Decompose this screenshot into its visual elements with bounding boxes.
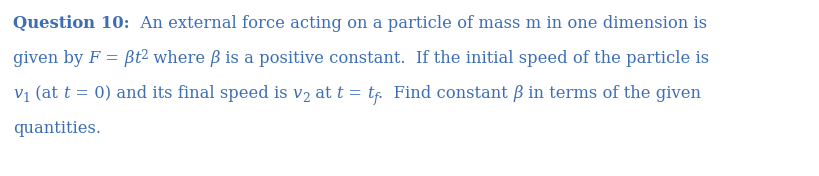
- Text: =: =: [100, 50, 124, 67]
- Text: quantities.: quantities.: [13, 120, 101, 137]
- Text: v: v: [13, 85, 22, 102]
- Text: β: β: [210, 50, 219, 67]
- Text: is a positive constant.  If the initial speed of the particle is: is a positive constant. If the initial s…: [219, 50, 708, 67]
- Text: 1: 1: [22, 92, 30, 105]
- Text: in terms of the given: in terms of the given: [523, 85, 700, 102]
- Text: t: t: [367, 85, 373, 102]
- Text: .  Find constant: . Find constant: [378, 85, 513, 102]
- Text: given by: given by: [13, 50, 88, 67]
- Text: Question 10:: Question 10:: [13, 15, 129, 32]
- Text: β: β: [124, 50, 133, 67]
- Text: =: =: [342, 85, 367, 102]
- Text: at: at: [310, 85, 336, 102]
- Text: (at: (at: [30, 85, 63, 102]
- Text: = 0) and its final speed is: = 0) and its final speed is: [70, 85, 292, 102]
- Text: β: β: [513, 85, 523, 102]
- Text: f: f: [373, 92, 378, 105]
- Text: where: where: [148, 50, 210, 67]
- Text: An external force acting on a particle of mass m in one dimension is: An external force acting on a particle o…: [129, 15, 706, 32]
- Text: t: t: [63, 85, 70, 102]
- Text: t: t: [133, 50, 140, 67]
- Text: 2: 2: [140, 49, 148, 62]
- Text: v: v: [292, 85, 301, 102]
- Text: 2: 2: [301, 92, 310, 105]
- Text: F: F: [88, 50, 100, 67]
- Text: t: t: [336, 85, 342, 102]
